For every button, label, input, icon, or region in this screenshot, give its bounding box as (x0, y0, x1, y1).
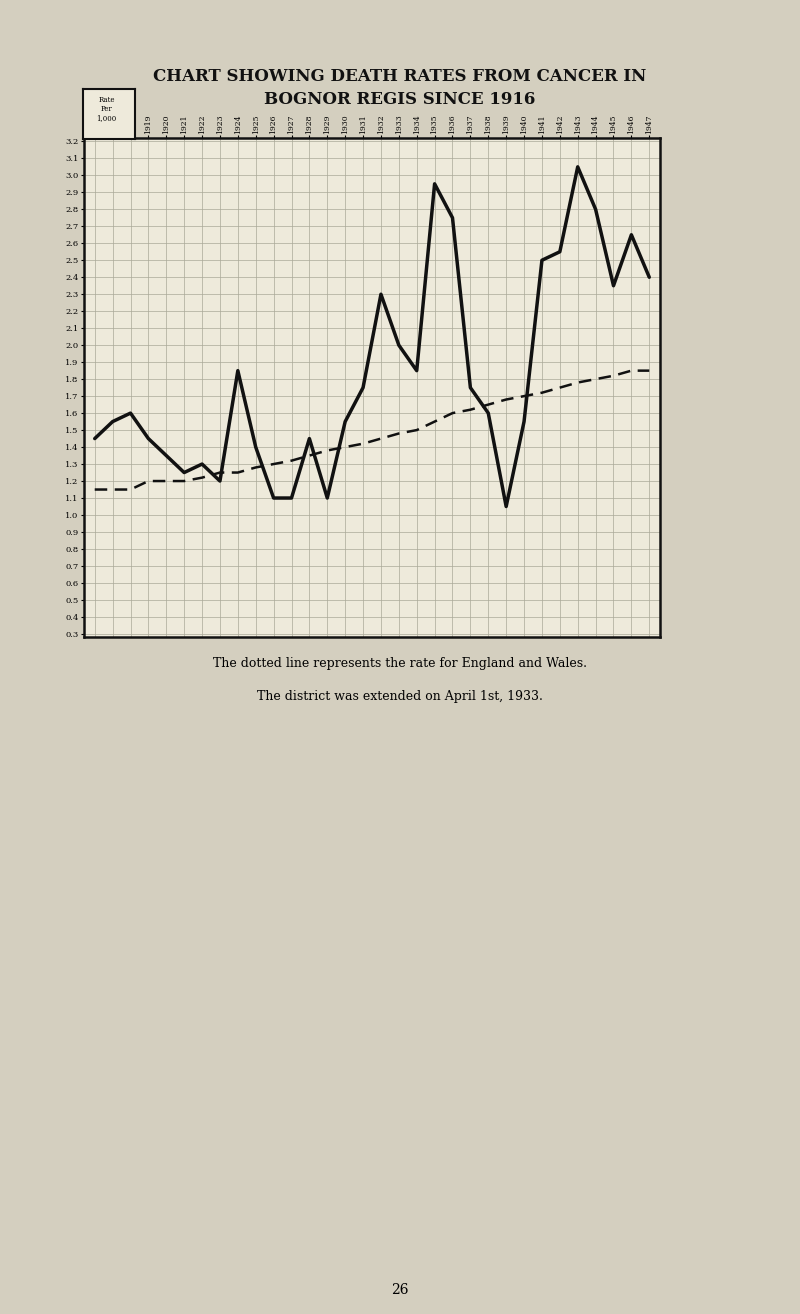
Text: BOGNOR REGIS SINCE 1916: BOGNOR REGIS SINCE 1916 (264, 92, 536, 108)
Text: Rate
Per
1,000: Rate Per 1,000 (97, 96, 117, 122)
Text: The dotted line represents the rate for England and Wales.: The dotted line represents the rate for … (213, 657, 587, 670)
Text: CHART SHOWING DEATH RATES FROM CANCER IN: CHART SHOWING DEATH RATES FROM CANCER IN (154, 68, 646, 84)
Text: 26: 26 (391, 1284, 409, 1297)
Text: The district was extended on April 1st, 1933.: The district was extended on April 1st, … (257, 690, 543, 703)
